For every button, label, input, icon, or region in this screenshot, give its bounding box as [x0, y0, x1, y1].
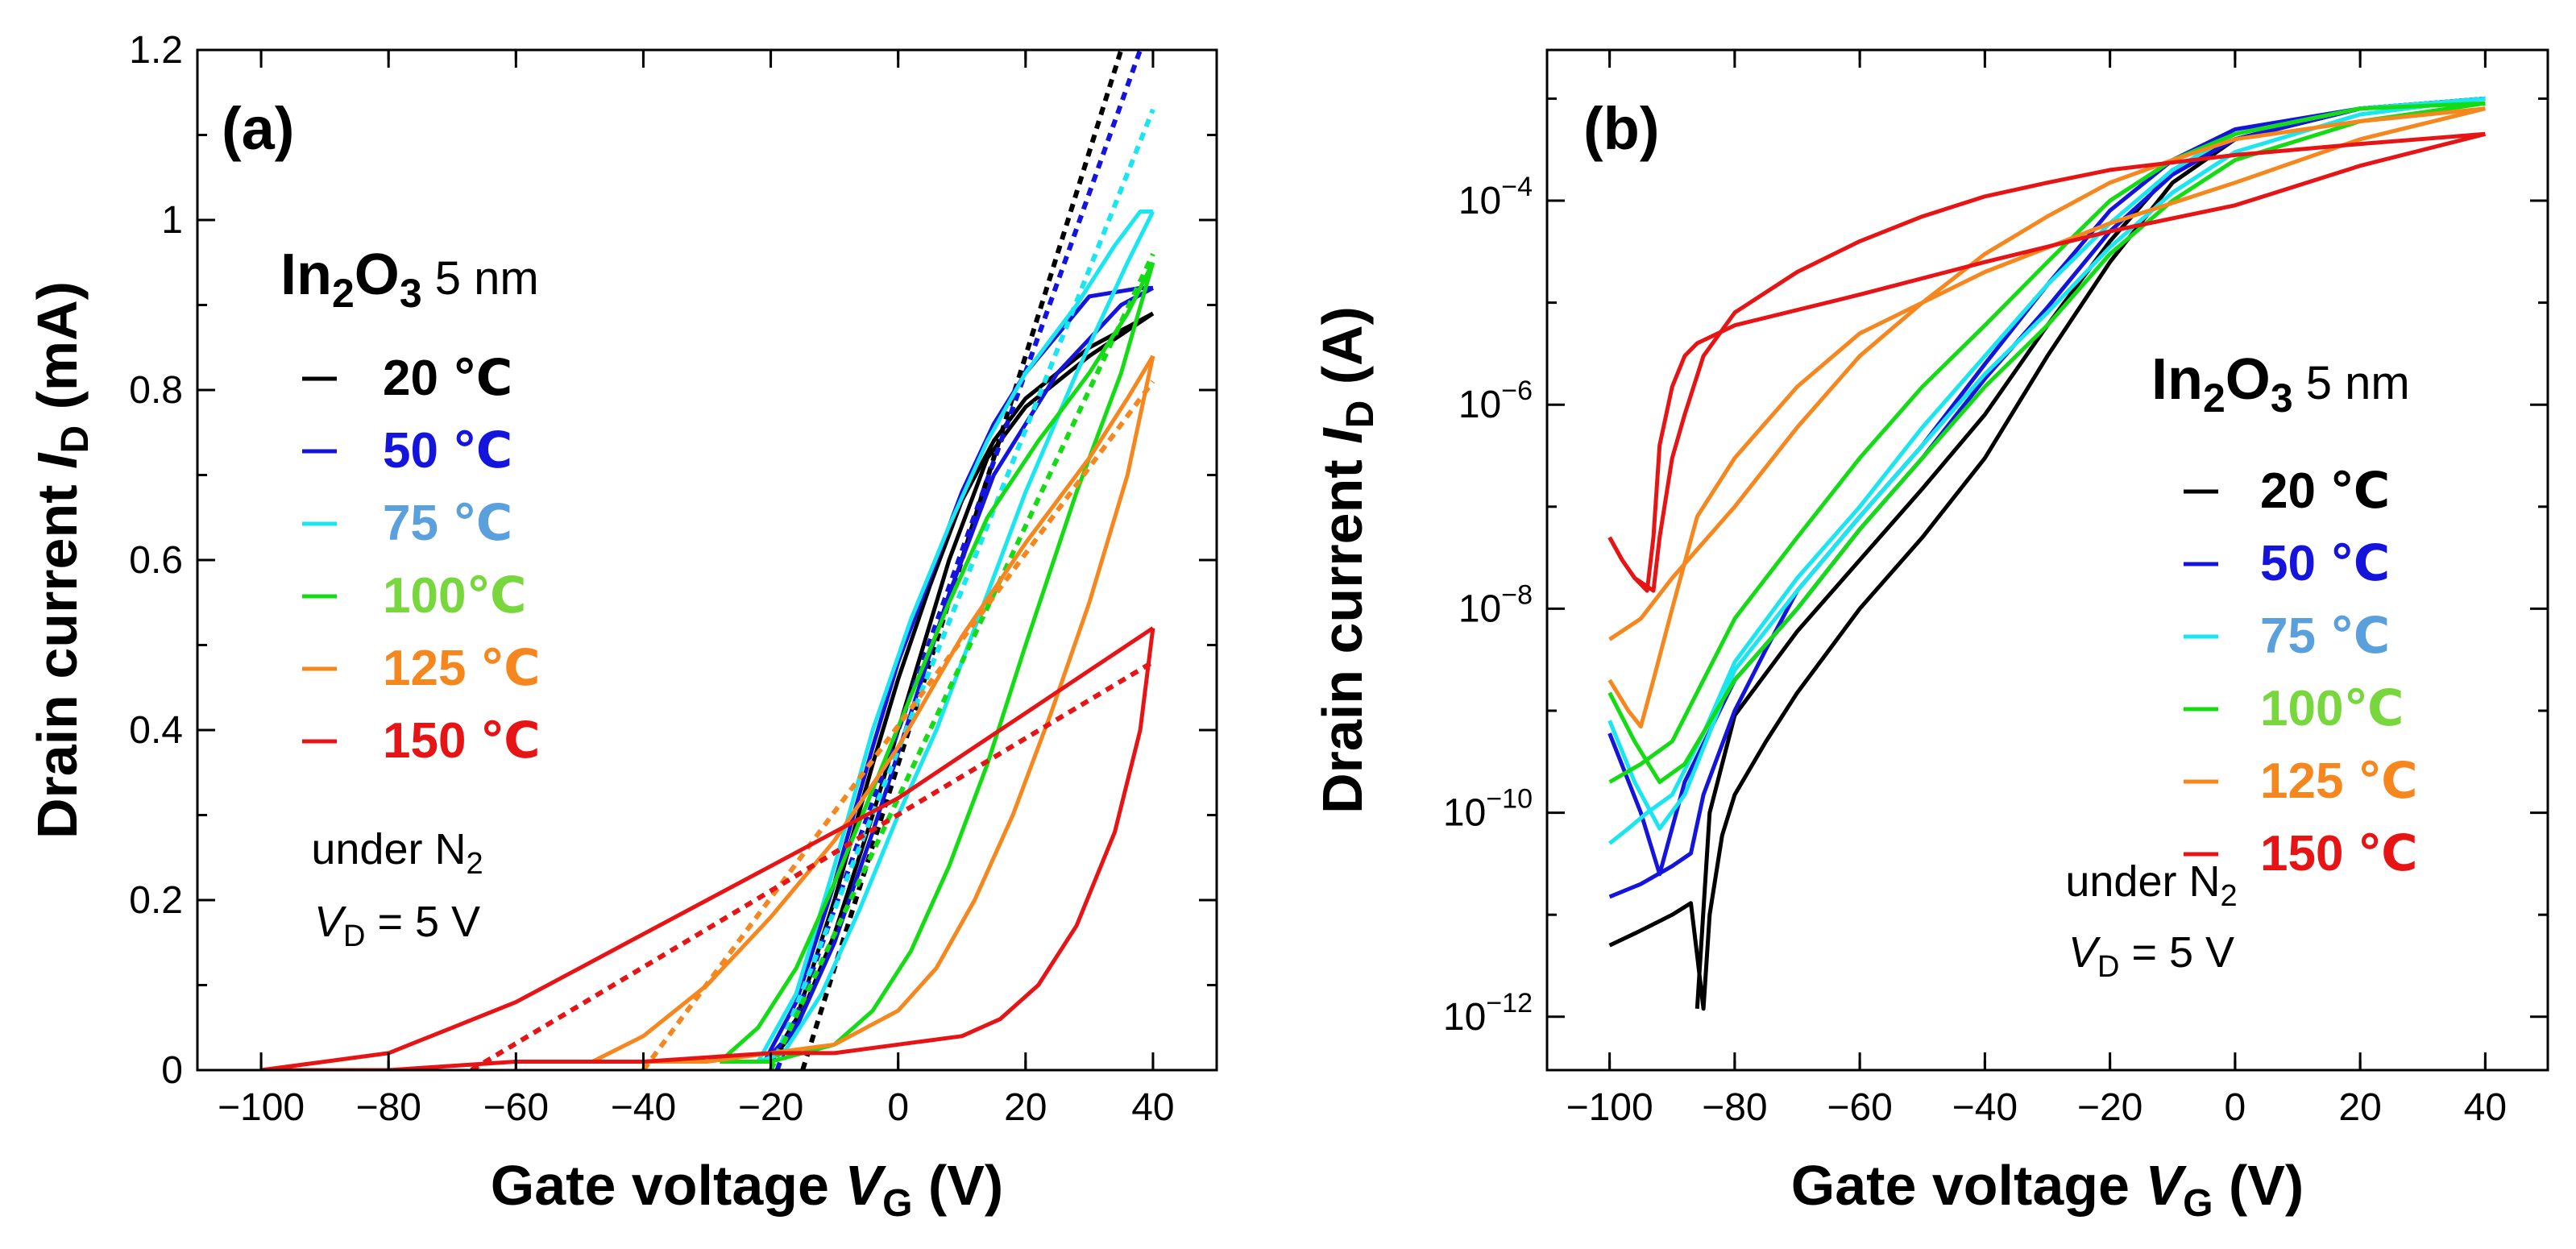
series-forward-b-2 [1608, 96, 2486, 845]
y-tick-label-a-6: 1.2 [129, 29, 183, 72]
legend-label-b-3: 100℃ [2260, 681, 2404, 737]
x-tick-label-a-0: −100 [218, 1086, 305, 1129]
material-label-b: In2O3 5 nm [2151, 347, 2410, 421]
panel-label-a: (a) [222, 95, 294, 162]
legend-label-a-0: 20 ℃ [383, 351, 512, 406]
fit-line-a-1 [774, 50, 1143, 1070]
panel-b: −100 −80 −60 −40 −20 0 20 40 10−12 10−10 10−8 10−6 1… [1311, 48, 2549, 1225]
x-tick-label-a-2: −60 [483, 1086, 549, 1129]
y-tick-label-b-4: 10−4 [1458, 172, 1533, 222]
x-tick-label-b-5: 0 [2225, 1086, 2246, 1129]
legend-label-b-2: 75 ℃ [2260, 608, 2390, 664]
series-reverse-b-5 [1607, 131, 2487, 593]
series-forward-b-5 [1607, 131, 2486, 593]
series-forward-b-0 [1608, 96, 2486, 1011]
legend-label-a-2: 75 ℃ [383, 496, 512, 551]
plot-area-a [260, 50, 1155, 1070]
x-tick-label-b-7: 40 [2464, 1086, 2507, 1129]
condition-atmosphere-b: under N2 [2065, 857, 2237, 913]
x-tick-label-a-7: 40 [1131, 1086, 1174, 1129]
series-forward-a-4 [591, 355, 1155, 1064]
x-tick-label-a-4: −20 [738, 1086, 803, 1129]
x-tick-label-b-6: 20 [2338, 1086, 2381, 1129]
y-tick-label-a-2: 0.4 [129, 709, 183, 752]
x-axis-label-b: Gate voltage VG (V) [1791, 1154, 2304, 1225]
x-tick-label-a-5: 0 [887, 1086, 909, 1129]
y-tick-label-b-3: 10−6 [1458, 376, 1533, 426]
x-tick-label-a-1: −80 [355, 1086, 421, 1129]
legend-label-b-4: 125 ℃ [2260, 753, 2418, 809]
y-tick-label-a-0: 0 [161, 1049, 183, 1092]
axes-frame-b [1545, 48, 2549, 1072]
condition-drain-voltage-b: VD = 5 V [2068, 928, 2234, 984]
x-tick-label-b-1: −80 [1702, 1086, 1767, 1129]
series-reverse-b-3 [1607, 101, 2486, 784]
panel-a: −100 −80 −60 −40 −20 0 20 40 0 0.2 0.4 0.6 0.8 1 1.2 Ga… [26, 29, 1218, 1225]
panel-label-b: (b) [1583, 95, 1660, 162]
x-tick-label-b-0: −100 [1566, 1086, 1653, 1129]
y-axis-label-a: Drain current ID (mA) [26, 281, 97, 839]
x-tick-label-b-2: −60 [1827, 1086, 1892, 1129]
series-forward-b-3 [1608, 101, 2486, 784]
fit-line-a-3 [768, 252, 1155, 1070]
x-tick-label-a-6: 20 [1004, 1086, 1047, 1129]
legend-label-b-0: 20 ℃ [2260, 463, 2390, 519]
series-reverse-b-2 [1607, 96, 2486, 831]
y-tick-label-a-4: 0.8 [129, 369, 183, 412]
y-axis-label-b: Drain current ID (A) [1311, 306, 1382, 814]
y-tick-label-a-5: 1 [161, 199, 183, 242]
x-tick-label-b-4: −20 [2077, 1086, 2143, 1129]
y-tick-label-b-2: 10−8 [1458, 579, 1533, 630]
legend-label-b-1: 50 ℃ [2260, 536, 2390, 591]
legend-label-a-5: 150 ℃ [383, 713, 541, 769]
fit-line-a-4 [641, 380, 1155, 1070]
material-label-a: In2O3 5 nm [280, 243, 539, 316]
series-forward-a-3 [718, 261, 1155, 1064]
x-tick-label-b-3: −40 [1952, 1086, 2018, 1129]
condition-drain-voltage-a: VD = 5 V [314, 898, 480, 953]
series-reverse-a-2 [757, 210, 1155, 1064]
fit-line-a-0 [800, 50, 1124, 1070]
plot-area-b [1607, 96, 2487, 1011]
series-forward-a-5 [260, 626, 1155, 1070]
series-forward-a-2 [756, 210, 1153, 1063]
x-tick-label-a-3: −40 [611, 1086, 676, 1129]
fit-line-a-5 [470, 660, 1155, 1070]
condition-atmosphere-a: under N2 [311, 825, 483, 881]
legend-label-b-5: 150 ℃ [2260, 826, 2418, 882]
series-reverse-b-4 [1607, 106, 2486, 729]
legend-label-a-4: 125 ℃ [383, 641, 541, 696]
series-reverse-a-5 [261, 628, 1155, 1070]
y-tick-label-b-0: 10−12 [1443, 988, 1533, 1039]
x-axis-label-a: Gate voltage VG (V) [491, 1154, 1003, 1225]
legend-label-a-3: 100℃ [383, 568, 527, 624]
y-tick-label-a-3: 0.6 [129, 539, 183, 582]
fit-line-a-2 [768, 108, 1155, 1070]
legend-label-a-1: 50 ℃ [383, 423, 512, 479]
y-tick-label-a-1: 0.2 [129, 879, 183, 922]
y-tick-label-b-1: 10−10 [1443, 784, 1533, 835]
